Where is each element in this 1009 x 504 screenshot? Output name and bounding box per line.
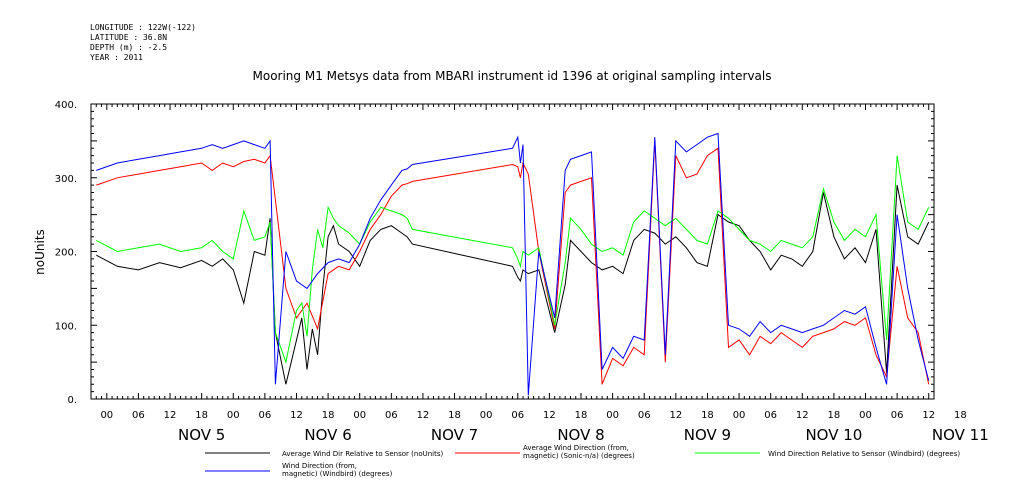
x-tick-label: 00 — [859, 410, 872, 421]
x-tick-label: 18 — [575, 410, 588, 421]
axis-layer: 00 06 12 18 00 06 12 18 00 06 12 18 00 06 12 18 00 06 12 18… — [55, 100, 989, 444]
x-tick-label: 12 — [796, 410, 809, 421]
series-line-2 — [96, 140, 930, 385]
x-tick-label: 06 — [638, 410, 651, 421]
x-tick-label: 06 — [132, 410, 145, 421]
chart-title: Mooring M1 Metsys data from MBARI instru… — [253, 69, 772, 83]
y-tick-label: 400. — [55, 100, 77, 111]
x-date-label: NOV 5 — [178, 426, 225, 444]
depth-text: DEPTH (m) : -2.5 — [90, 43, 167, 52]
x-tick-label: 12 — [164, 410, 177, 421]
x-tick-label: 06 — [891, 410, 904, 421]
series-line-3 — [96, 155, 930, 364]
metadata-block: LONGITUDE : 122W(-122) LATITUDE : 36.8N … — [90, 23, 196, 62]
legend-label-1: Average Wind Dir Relative to Sensor (noU… — [282, 450, 443, 458]
x-tick-label: 18 — [701, 410, 714, 421]
x-tick-label: 00 — [606, 410, 619, 421]
x-date-label: NOV 9 — [684, 426, 731, 444]
y-tick-label: 200. — [55, 248, 77, 259]
legend-label-2: Average Wind Direction (from, — [523, 444, 629, 452]
x-date-label: NOV 11 — [932, 426, 989, 444]
legend: Average Wind Dir Relative to Sensor (noU… — [205, 444, 960, 478]
x-tick-label: 18 — [448, 410, 461, 421]
x-date-label: NOV 10 — [805, 426, 862, 444]
x-tick-label: 12 — [922, 410, 935, 421]
x-tick-label: 18 — [954, 410, 967, 421]
x-tick-label: 00 — [100, 410, 113, 421]
legend-label-4: Wind Direction (from, — [282, 462, 357, 470]
x-tick-label: 18 — [322, 410, 335, 421]
x-tick-label: 06 — [511, 410, 524, 421]
series-layer — [96, 132, 930, 396]
x-tick-label: 12 — [290, 410, 303, 421]
x-tick-label: 06 — [385, 410, 398, 421]
x-tick-label: 00 — [227, 410, 240, 421]
series-line-4 — [96, 132, 930, 396]
y-tick-label: 100. — [55, 321, 77, 332]
x-date-label: NOV 6 — [304, 426, 351, 444]
x-tick-label: 06 — [764, 410, 777, 421]
x-tick-label: 00 — [353, 410, 366, 421]
x-date-label: NOV 7 — [431, 426, 478, 444]
longitude-text: LONGITUDE : 122W(-122) — [90, 23, 196, 32]
x-tick-label: 06 — [259, 410, 272, 421]
x-tick-label: 00 — [480, 410, 493, 421]
x-date-label: NOV 8 — [557, 426, 604, 444]
x-tick-label: 12 — [669, 410, 682, 421]
legend-label-4: magnetic) (Windbird) (degrees) — [282, 470, 393, 478]
legend-label-2: magnetic) (Sonic-n/a) (degrees) — [523, 452, 635, 460]
latitude-text: LATITUDE : 36.8N — [90, 33, 167, 42]
series-line-1 — [96, 184, 930, 385]
x-tick-label: 18 — [828, 410, 841, 421]
y-tick-label: 0. — [67, 395, 77, 406]
y-tick-label: 300. — [55, 174, 77, 185]
x-tick-label: 00 — [733, 410, 746, 421]
x-tick-label: 12 — [543, 410, 556, 421]
year-text: YEAR : 2011 — [90, 53, 143, 62]
x-tick-label: 18 — [195, 410, 208, 421]
x-tick-label: 12 — [417, 410, 430, 421]
y-axis-label: noUnits — [33, 229, 47, 275]
legend-label-3: Wind Direction Relative to Sensor (Windb… — [768, 450, 960, 458]
